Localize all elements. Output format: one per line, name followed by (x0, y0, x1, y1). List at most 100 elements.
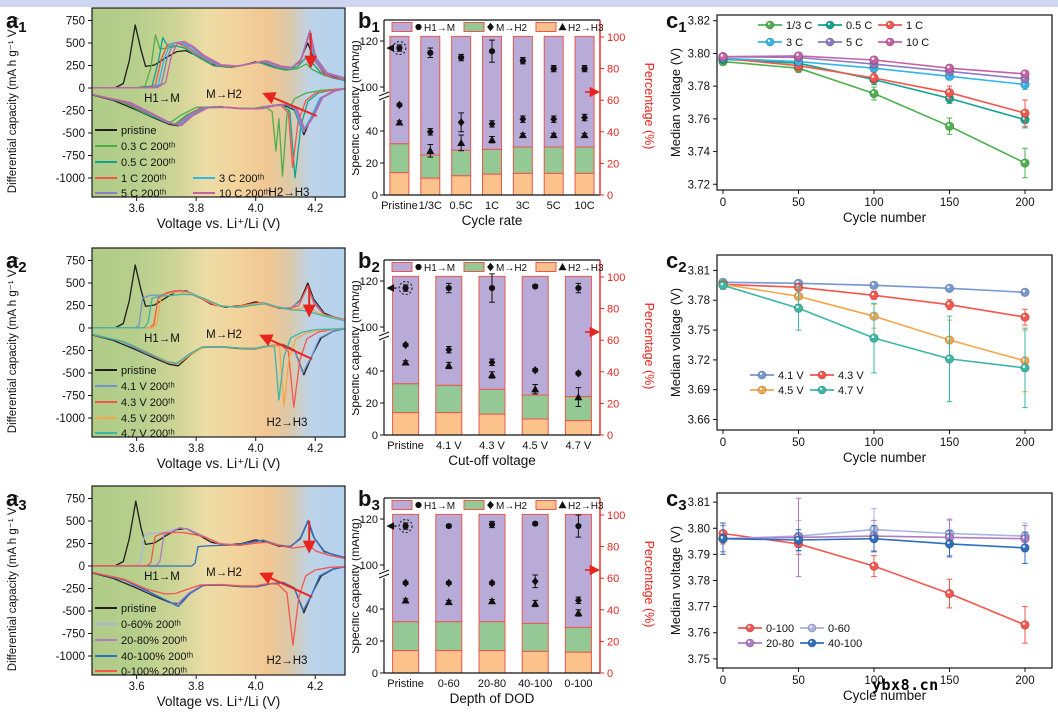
y-tick: 0 (79, 561, 85, 573)
y-tick: 250 (66, 61, 85, 73)
right-tick: 0 (607, 430, 613, 442)
right-tick: 100 (607, 272, 625, 284)
legend-label: 0-60% 200ᵗʰ (121, 619, 181, 631)
x-tick: 0 (720, 197, 726, 209)
legend-label: M→H2 (496, 263, 528, 274)
y-tick: 3.78 (688, 576, 710, 588)
y-tick: -750 (62, 151, 85, 163)
chart-c1: 0 50 100 150 200 3.72 3.74 3.76 3.78 3.80 3.82 Cycl… (666, 8, 1053, 225)
panel-label-c3: c3 (666, 486, 687, 514)
panel-b1: 0 20 40 100 120 0 20 40 60 80 100 Pristine 1/3C 0.5C 1… (352, 0, 660, 240)
category-label: 1/3C (419, 200, 442, 212)
panel-b2: 0 20 40 100 120 0 20 40 60 80 100 Pristine 4.1 V 4.3 … (352, 240, 660, 478)
right-tick: 40 (607, 127, 619, 139)
y-axis-label-left: Specific capacity (mAh/g) (352, 518, 362, 653)
legend: pristine 0-60% 200ᵗʰ 20-80% 200ᵗʰ 40-100% 2… (95, 603, 193, 678)
series-0-100 (718, 522, 1030, 644)
chart-b2: 0 20 40 100 120 0 20 40 60 80 100 Pristine 4.1 V 4.3 … (352, 248, 656, 468)
legend-label: H2→H3 (568, 263, 604, 274)
axes: 3.6 3.8 4.0 4.2 750 500 250 0 -250 -500 -750 -1000 V… (7, 256, 323, 472)
y-tick: 3.75 (688, 325, 710, 337)
y-tick: 500 (66, 38, 85, 50)
panel-a2: 3.6 3.8 4.0 4.2 750 500 250 0 -250 -500 -750 -1000 V… (0, 240, 352, 478)
x-tick: 3.6 (129, 681, 145, 693)
legend-label: 4.1 V (778, 370, 804, 382)
y-tick: 250 (66, 301, 85, 313)
x-tick: 200 (1015, 437, 1034, 449)
left-tick: 40 (366, 366, 378, 378)
y-tick: -1000 (56, 173, 85, 185)
chart-c3: 0 50 100 150 200 3.75 3.76 3.77 3.78 3.79 3.80 3.81… (666, 486, 1053, 703)
y-tick: 3.81 (688, 497, 710, 509)
series-1/3 C (718, 56, 1030, 179)
right-tick: 60 (607, 573, 619, 585)
y-tick: -250 (62, 106, 85, 118)
right-tick: 60 (607, 95, 619, 107)
x-tick: 0 (720, 437, 726, 449)
y-axis-label-left: Specific capacity (mAh/g) (352, 280, 362, 415)
phase-annotation: H2→H3 (267, 655, 308, 667)
y-axis-label-left: Specific capacity (mAh/g) (352, 40, 362, 175)
y-tick: 3.74 (688, 147, 711, 159)
y-tick: -500 (62, 128, 85, 140)
left-tick: 0 (372, 668, 378, 680)
y-tick: 3.82 (688, 16, 710, 28)
y-tick: 3.80 (688, 48, 710, 60)
x-axis-label: Cut-off voltage (448, 453, 536, 468)
y-tick: 3.79 (688, 549, 710, 561)
right-tick: 20 (607, 636, 619, 648)
y-axis-label: Median voltage (V) (668, 526, 683, 635)
right-tick: 80 (607, 542, 619, 554)
y-tick: 3.72 (688, 179, 710, 191)
y-tick: 3.80 (688, 523, 710, 535)
x-tick: 4.0 (248, 681, 264, 693)
x-tick: 150 (940, 437, 959, 449)
annotations: H1→M M→H2 H2→H3 (144, 287, 316, 429)
series-group (718, 51, 1030, 179)
panel-label-b2: b2 (358, 248, 380, 276)
right-tick: 20 (607, 158, 619, 170)
legend-label: 4.3 V (838, 370, 864, 382)
left-tick: 40 (366, 126, 378, 138)
scatter (386, 39, 601, 158)
phase-annotation: H1→M (144, 93, 180, 105)
left-tick: 40 (366, 604, 378, 616)
y-tick: -1000 (56, 651, 85, 663)
series-group (92, 264, 345, 408)
top-strip (0, 0, 1058, 7)
axes: 0 50 100 150 200 3.72 3.74 3.76 3.78 3.80 3.82 Cycl… (668, 16, 1035, 225)
axes: 0 20 40 100 120 0 20 40 60 80 100 Pristine 0-60 20-80… (352, 497, 656, 706)
legend-label: H1→M (424, 263, 455, 274)
x-tick: 4.2 (307, 203, 323, 215)
y-tick: 3.76 (688, 628, 710, 640)
phase-annotation: H2→H3 (269, 187, 310, 199)
series-group (718, 277, 1030, 409)
y-axis-label-right: Percentage (%) (642, 303, 656, 390)
y-tick: 250 (66, 539, 85, 551)
x-axis-label: Cycle number (843, 210, 927, 225)
x-tick: 4.2 (307, 681, 323, 693)
legend-label: H1→M (424, 23, 455, 34)
phase-annotation: M→H2 (206, 89, 242, 101)
right-tick: 80 (607, 64, 619, 76)
panel-c2: 0 50 100 150 200 3.66 3.69 3.72 3.75 3.78 3.81 Cycl… (660, 240, 1058, 478)
panel-label-a2: a2 (6, 248, 27, 276)
category-label: Pristine (387, 678, 424, 690)
legend: pristine 4.1 V 200ᵗʰ 4.3 V 200ᵗʰ 4.5 V 200ᵗ… (95, 365, 175, 440)
watermark: ybx8.cn (872, 676, 939, 694)
left-tick: 100 (360, 82, 378, 94)
left-tick: 20 (366, 158, 378, 170)
legend-label: 20-80 (766, 638, 794, 650)
category-label: 20-80 (478, 678, 506, 690)
category-label: 10C (574, 200, 594, 212)
phase-annotation: H2→H3 (267, 417, 308, 429)
legend-label: pristine (121, 125, 156, 137)
chart-b3: 0 20 40 100 120 0 20 40 60 80 100 Pristine 0-60 20-80… (352, 486, 656, 706)
legend-label: 5 C (846, 37, 863, 49)
y-axis-label-right: Percentage (%) (642, 541, 656, 628)
category-label: Pristine (387, 440, 424, 452)
x-tick: 200 (1015, 675, 1034, 687)
y-axis-label: Differential capacity (mA h g⁻¹ V⁻¹) (7, 256, 19, 434)
y-axis-label: Median voltage (V) (668, 48, 683, 157)
